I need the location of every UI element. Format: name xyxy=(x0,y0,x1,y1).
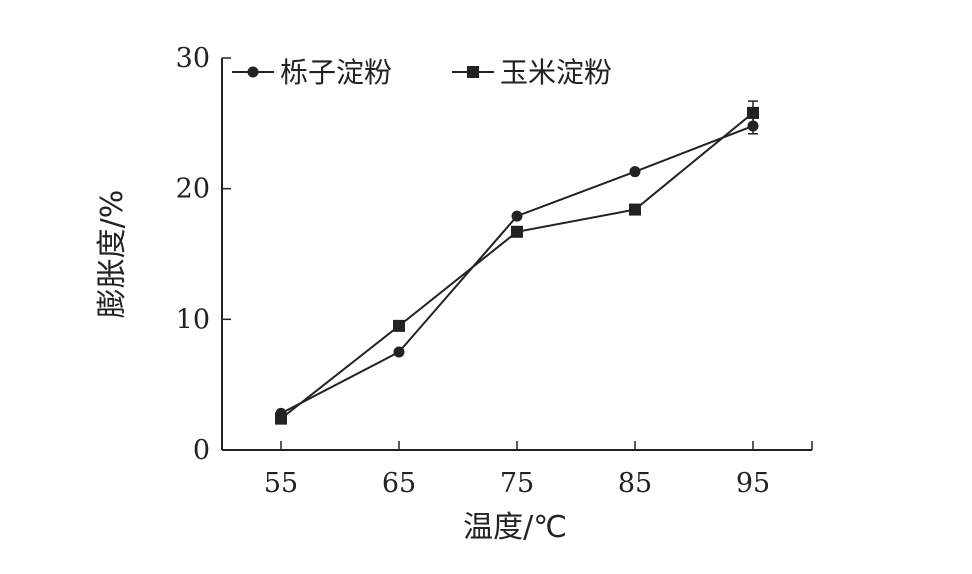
y-axis-title: 膨胀度/% xyxy=(95,190,130,319)
x-ticks: 55 65 75 85 95 xyxy=(264,441,813,499)
y-tick-label-0: 0 xyxy=(193,435,210,466)
x-tick-label-85: 85 xyxy=(618,468,652,499)
series-layer xyxy=(275,100,759,425)
point-circle-0-3 xyxy=(629,166,641,178)
x-tick-label-95: 95 xyxy=(736,468,770,499)
point-square-1-2 xyxy=(511,225,523,238)
x-tick-label-65: 65 xyxy=(382,468,416,499)
legend: 栎子淀粉 玉米淀粉 xyxy=(232,56,612,89)
y-ticks: 0 10 20 30 xyxy=(176,43,231,466)
point-circle-0-4 xyxy=(747,120,759,132)
y-tick-label-10: 10 xyxy=(176,304,210,335)
x-axis-title: 温度/℃ xyxy=(463,510,567,545)
legend-label-0: 栎子淀粉 xyxy=(280,56,392,89)
series-line-0 xyxy=(280,125,754,415)
series-line-1 xyxy=(280,112,754,420)
point-square-1-3 xyxy=(629,203,641,216)
y-tick-label-20: 20 xyxy=(176,174,210,205)
point-square-1-1 xyxy=(393,319,405,332)
point-square-1-0 xyxy=(275,412,287,425)
x-tick-label-75: 75 xyxy=(500,468,534,499)
legend-label-1: 玉米淀粉 xyxy=(500,56,612,89)
x-tick-label-55: 55 xyxy=(264,468,298,499)
axes xyxy=(221,58,812,451)
legend-marker-0 xyxy=(247,66,259,78)
point-circle-0-2 xyxy=(511,210,523,222)
point-square-1-4 xyxy=(747,106,759,119)
point-circle-0-1 xyxy=(393,346,405,358)
y-tick-label-30: 30 xyxy=(176,43,210,74)
legend-marker-1 xyxy=(467,66,479,78)
